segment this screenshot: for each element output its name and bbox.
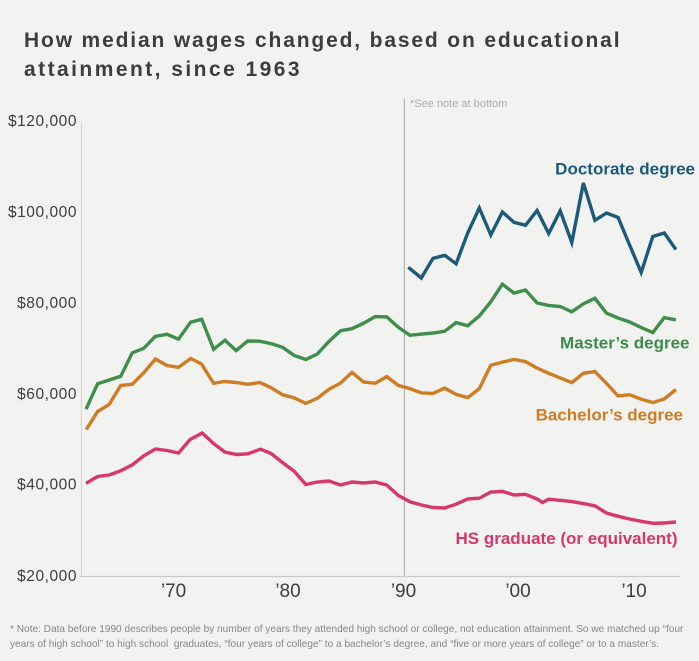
- svg-text:’10: ’10: [621, 581, 646, 602]
- svg-text:Master’s degree: Master’s degree: [560, 334, 689, 353]
- svg-text:HS graduate (or equivalent): HS graduate (or equivalent): [456, 529, 678, 548]
- svg-text:’90: ’90: [391, 581, 416, 602]
- svg-text:$60,000: $60,000: [17, 386, 77, 403]
- svg-text:$120,000: $120,000: [8, 113, 77, 130]
- svg-text:’70: ’70: [161, 581, 186, 602]
- svg-text:$100,000: $100,000: [8, 204, 77, 221]
- svg-text:Doctorate degree: Doctorate degree: [555, 160, 695, 179]
- svg-text:Bachelor’s degree: Bachelor’s degree: [536, 406, 683, 425]
- svg-text:$40,000: $40,000: [17, 477, 77, 494]
- svg-text:$80,000: $80,000: [17, 295, 77, 312]
- svg-text:’00: ’00: [505, 581, 530, 602]
- svg-text:$20,000: $20,000: [17, 568, 77, 585]
- svg-text:’80: ’80: [275, 581, 300, 602]
